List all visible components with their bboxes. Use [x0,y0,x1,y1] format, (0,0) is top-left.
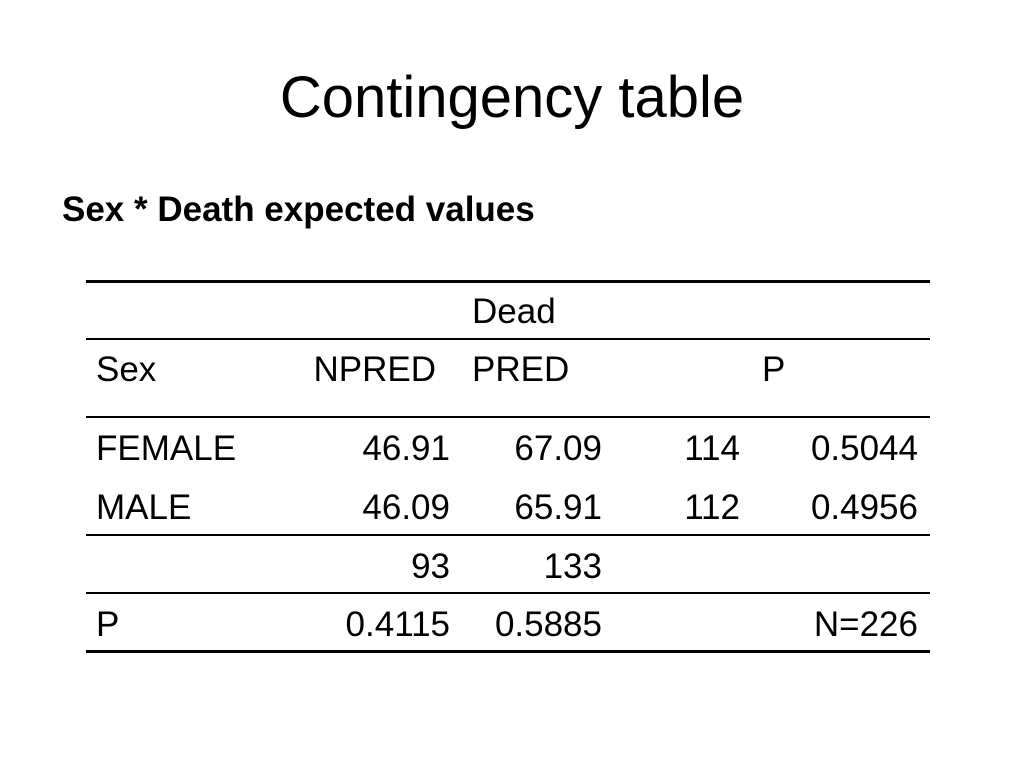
totals-rule [86,592,930,594]
cell-p-npred: 0.4115 [345,605,450,644]
cell-female-pred: 67.09 [514,429,602,468]
cell-female-p: 0.5044 [810,429,918,468]
slide-title: Contingency table [279,65,745,130]
header-sex: Sex [96,350,157,389]
group-header-rule [86,338,930,340]
table-top-rule [86,280,930,283]
cell-total-pred: 133 [543,547,602,586]
cell-total-npred: 93 [411,547,450,586]
table-subtitle: Sex * Death expected values [62,190,535,229]
header-npred: NPRED [313,350,436,389]
cell-male-pred: 65.91 [514,488,602,527]
header-rule [86,416,930,418]
header-p: P [762,350,786,389]
cell-female-npred: 46.91 [362,429,450,468]
cell-p-pred: 0.5885 [494,605,602,644]
body-rule [86,534,930,536]
cell-n-total: N=226 [813,605,918,644]
header-pred: PRED [472,350,570,389]
cell-male-npred: 46.09 [362,488,450,527]
row-label-p: P [96,605,120,644]
row-label-male: MALE [96,488,192,527]
cell-male-p: 0.4956 [810,488,918,527]
group-header-dead: Dead [472,292,556,331]
row-label-female: FEMALE [96,429,237,468]
cell-male-total: 112 [684,488,740,527]
table-bottom-rule [86,650,930,653]
contingency-table: Dead Sex NPRED PRED P FEMALE 46.91 67.09… [86,280,930,654]
cell-female-total: 114 [684,429,740,468]
